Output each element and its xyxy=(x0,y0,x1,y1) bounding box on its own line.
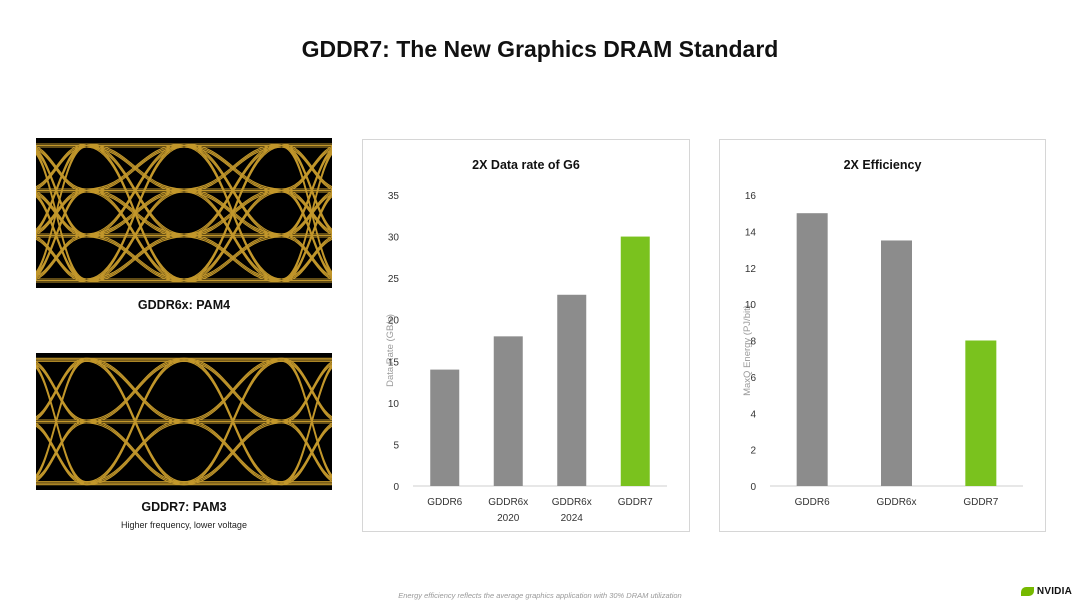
bar xyxy=(493,336,523,486)
bar xyxy=(430,369,460,486)
x-tick-label: GDDR6x xyxy=(488,497,528,508)
pam4-eye-diagram xyxy=(36,138,332,288)
y-tick-label: 10 xyxy=(388,399,400,410)
bar xyxy=(881,240,912,486)
y-tick-label: 14 xyxy=(745,227,757,238)
data-rate-chart-panel: 2X Data rate of G6 Data Rate (GB/s) 0 5 10 15… xyxy=(362,139,690,532)
efficiency-chart: 2X Efficiency MaxQ Energy (PJ/bit) 0 2 4 6 8 10… xyxy=(742,158,1023,508)
nvidia-logo-text: NVIDIA xyxy=(1036,586,1072,597)
eye-traces xyxy=(36,357,332,486)
slide-title: GDDR7: The New Graphics DRAM Standard xyxy=(301,36,779,62)
y-tick-label: 0 xyxy=(393,482,399,493)
y-tick-label: 35 xyxy=(388,191,400,202)
x-tick-label: GDDR6x xyxy=(876,497,916,508)
x-tick-label: 2024 xyxy=(561,513,584,524)
bar xyxy=(965,340,997,486)
x-tick-label: 2020 xyxy=(497,513,520,524)
y-tick-label: 15 xyxy=(388,357,400,368)
y-tick-label: 6 xyxy=(750,373,756,384)
nvidia-logo: NVIDIA xyxy=(1020,586,1072,597)
pam3-eye-diagram xyxy=(36,353,332,490)
bar xyxy=(620,236,650,486)
y-axis-label: Data Rate (GB/s) xyxy=(385,314,396,387)
y-tick-label: 8 xyxy=(750,337,756,348)
pam4-caption: GDDR6x: PAM4 xyxy=(137,298,231,312)
pam3-eye-svg xyxy=(36,357,332,486)
data-rate-chart: 2X Data rate of G6 Data Rate (GB/s) 0 5 10 15… xyxy=(385,158,667,524)
y-tick-label: 20 xyxy=(388,316,400,327)
y-axis-label: MaxQ Energy (PJ/bit) xyxy=(742,305,753,396)
pam4-eye-svg xyxy=(36,143,332,283)
x-tick-label: GDDR6 xyxy=(427,497,462,508)
bar xyxy=(557,294,587,486)
bar xyxy=(796,213,828,486)
efficiency-chart-panel: 2X Efficiency MaxQ Energy (PJ/bit) 0 2 4 6 8 10… xyxy=(719,139,1046,532)
x-tick-label: GDDR7 xyxy=(963,497,998,508)
y-tick-label: 2 xyxy=(750,446,756,457)
y-tick-label: 4 xyxy=(750,409,756,420)
y-tick-label: 12 xyxy=(745,264,757,275)
footnote: Energy efficiency reflects the average g… xyxy=(398,591,682,600)
y-tick-label: 0 xyxy=(750,482,756,493)
y-tick-label: 5 xyxy=(393,440,399,451)
chart-title: 2X Data rate of G6 xyxy=(472,158,580,172)
x-tick-label: GDDR6 xyxy=(795,497,830,508)
y-tick-label: 10 xyxy=(745,300,757,311)
y-tick-label: 25 xyxy=(388,274,400,285)
y-tick-label: 30 xyxy=(388,233,400,244)
chart-title: 2X Efficiency xyxy=(844,158,922,172)
nvidia-eye-icon xyxy=(1020,587,1034,596)
pam3-caption: GDDR7: PAM3 xyxy=(141,500,227,514)
y-tick-label: 16 xyxy=(745,191,757,202)
x-tick-label: GDDR7 xyxy=(618,497,653,508)
eye-traces xyxy=(36,143,332,283)
x-tick-label: GDDR6x xyxy=(552,497,592,508)
pam3-subcaption: Higher frequency, lower voltage xyxy=(121,520,247,530)
